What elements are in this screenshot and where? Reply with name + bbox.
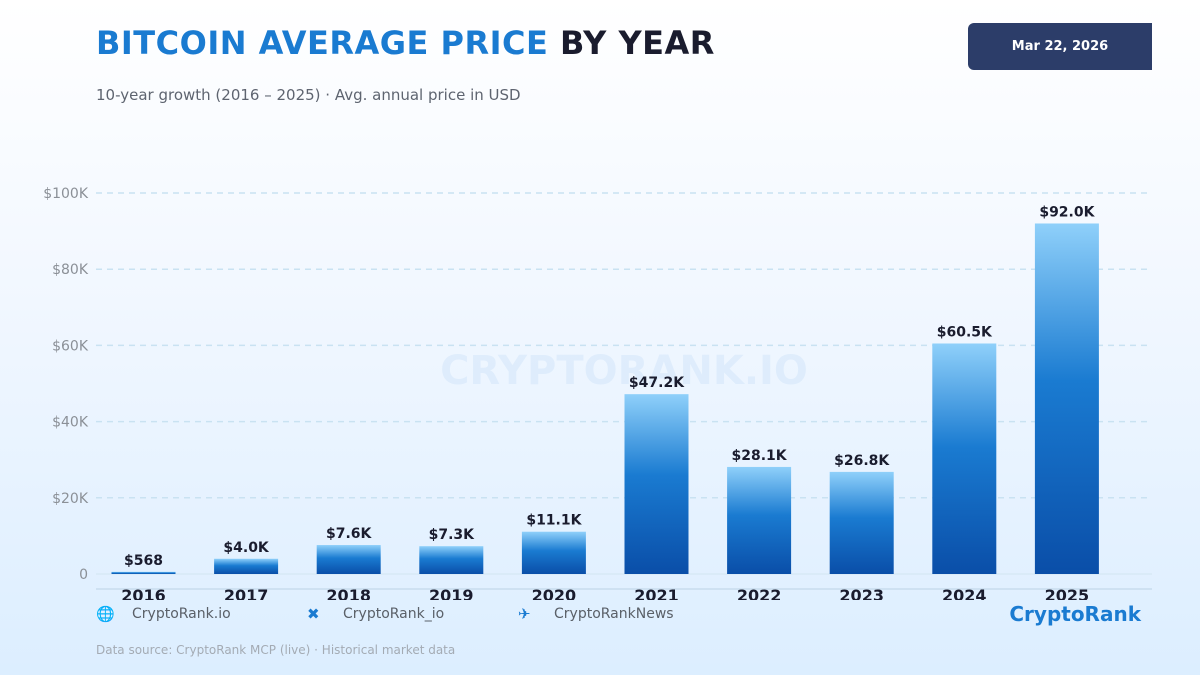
title-rest: BY YEAR [560,24,715,62]
bar-2017 [214,558,279,574]
x-tick-label: 2018 [326,586,371,600]
value-label: $568 [124,553,163,569]
footer-link-label: CryptoRankNews [554,606,674,622]
x-axis: 2016 2017 2018 2019 2020 2021 2022 2023 2024 2025 [121,586,1089,600]
x-tick-label: 2021 [634,586,679,600]
x-tick-label: 2016 [121,586,166,600]
bar-2019 [419,546,484,574]
title-highlight: BITCOIN AVERAGE PRICE [96,24,549,62]
bar-2020 [521,531,586,574]
chart-subtitle: 10-year growth (2016 – 2025) · Avg. annu… [96,86,521,104]
date-badge: Mar 22, 2026 [968,23,1152,70]
telegram-icon: ✈ [518,605,531,623]
value-label: $92.0K [1039,204,1095,220]
y-tick-label: $40K [52,415,89,431]
y-tick-label: $100K [43,186,89,202]
footer-link-website[interactable]: 🌐 CryptoRank.io [96,605,231,623]
value-label: $7.6K [326,526,373,542]
value-labels: $568 $4.0K $7.6K $7.3K $11.1K $47.2K $28.1K $26… [124,204,1096,568]
bar-2016 [111,571,176,574]
x-tick-label: 2025 [1045,586,1090,600]
bar-2021 [624,394,689,574]
footer-link-label: CryptoRank.io [132,606,231,622]
footer-link-label: CryptoRank_io [343,606,445,622]
y-tick-label: $60K [52,338,89,354]
page-title: BITCOIN AVERAGE PRICE BY YEAR [96,24,715,62]
y-tick-label: $80K [52,262,89,278]
value-label: $47.2K [629,375,685,391]
data-source-note: Data source: CryptoRank MCP (live) · His… [96,643,456,657]
bar-2022 [727,466,792,574]
footer-link-x[interactable]: ✖ CryptoRank_io [307,605,444,623]
x-tick-label: 2019 [429,586,474,600]
y-tick-label: 0 [79,567,88,583]
x-tick-label: 2017 [224,586,269,600]
bar-2024 [932,343,997,574]
y-tick-label: $20K [52,491,89,507]
value-label: $11.1K [526,513,582,529]
bar-2018 [316,545,381,574]
watermark: CRYPTORANK.IO [440,348,808,394]
bar-2025 [1034,223,1099,575]
bar-2023 [829,471,894,574]
brand-logo-text: CryptoRank [1009,602,1141,626]
value-label: $60.5K [937,324,993,340]
value-label: $26.8K [834,453,890,469]
x-tick-label: 2020 [532,586,577,600]
bar-chart: CRYPTORANK.IO 0 $20K $40K $60K $80K $100K $56… [43,186,1152,600]
bars [111,223,1099,575]
value-label: $4.0K [223,540,270,556]
value-label: $28.1K [732,448,788,464]
x-tick-label: 2022 [737,586,782,600]
x-tick-label: 2023 [839,586,884,600]
globe-icon: 🌐 [96,605,115,623]
value-label: $7.3K [429,527,476,543]
x-tick-label: 2024 [942,586,987,600]
x-twitter-icon: ✖ [307,605,320,623]
footer-link-telegram[interactable]: ✈ CryptoRankNews [518,605,674,623]
